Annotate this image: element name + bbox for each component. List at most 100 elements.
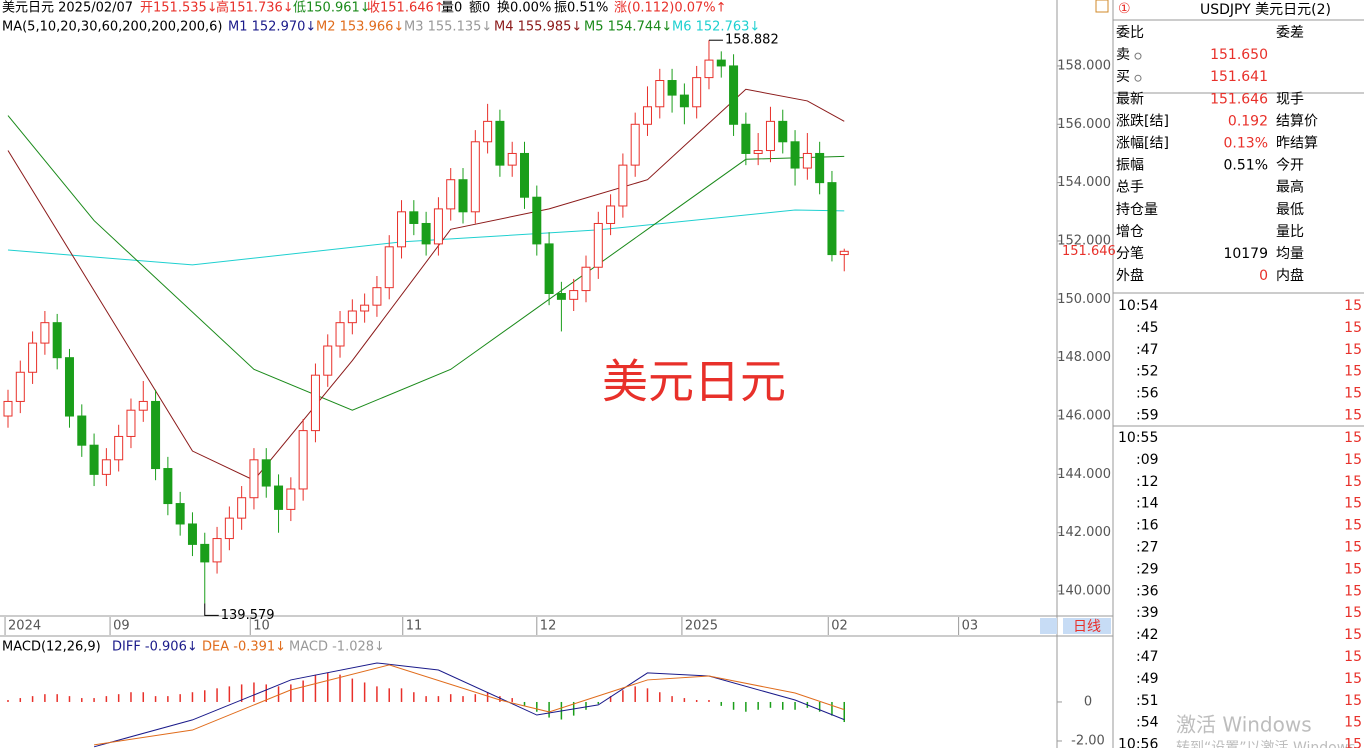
- corner-icon[interactable]: [1095, 0, 1109, 13]
- x-tick-label: 10: [253, 619, 270, 634]
- trade-qty: 15: [1344, 540, 1362, 556]
- x-tick-label: 2025: [685, 619, 718, 634]
- candle-body: [765, 120, 775, 152]
- candle-body: [224, 517, 234, 540]
- candle-body: [3, 400, 13, 417]
- ma-legend: MA(5,10,20,30,60,200,200,200,6): [2, 20, 222, 35]
- candle-body: [89, 444, 99, 475]
- indicator-line: [7, 88, 845, 481]
- trade-qty: 15: [1344, 737, 1362, 748]
- field-label: 昨结算: [1276, 136, 1318, 152]
- x-tick-label: 11: [406, 619, 423, 634]
- candle-body: [753, 150, 763, 154]
- watermark: 美元日元: [602, 355, 786, 409]
- trade-time: :27: [1136, 540, 1159, 556]
- field-value: 10179: [1223, 246, 1268, 262]
- header-item: 额0: [469, 1, 490, 16]
- header-item: 量0: [441, 1, 462, 16]
- candle-body: [618, 164, 628, 207]
- panel-title: USDJPY 美元日元(2): [1200, 2, 1331, 18]
- macd-legend: DEA -0.391↓: [202, 640, 286, 655]
- trade-qty: 15: [1344, 561, 1362, 577]
- trade-time: :14: [1136, 496, 1159, 512]
- period-button[interactable]: [1063, 618, 1111, 634]
- trade-time: :47: [1136, 649, 1159, 665]
- macd-legend: MACD(12,26,9): [2, 640, 101, 655]
- candle-body: [347, 310, 357, 324]
- max-label: 158.882: [725, 33, 779, 48]
- trade-time: :45: [1136, 320, 1159, 336]
- os-notice: 转到“设置”以激活 Windows: [1176, 739, 1355, 748]
- trade-qty: 15: [1344, 408, 1362, 424]
- trade-qty: 15: [1344, 342, 1362, 358]
- trade-qty: 15: [1344, 583, 1362, 599]
- field-label: 最高: [1276, 179, 1304, 196]
- min-marker: [204, 603, 219, 616]
- y-tick-label: 142.000: [1057, 525, 1111, 540]
- candle-body: [384, 246, 394, 289]
- trade-time: :29: [1136, 561, 1159, 577]
- field-label: 量比: [1276, 224, 1304, 240]
- candle-body: [101, 459, 111, 475]
- field-value: 151.641: [1210, 69, 1268, 85]
- candle-body: [655, 80, 665, 108]
- field-label: 最新: [1116, 91, 1144, 107]
- scroll-box[interactable]: [1040, 618, 1057, 634]
- trade-time: :09: [1136, 452, 1159, 468]
- field-label: 今开: [1276, 158, 1304, 174]
- candle-body: [212, 538, 222, 563]
- ma-legend: M4 155.985↓: [494, 20, 582, 35]
- trade-qty: 15: [1344, 364, 1362, 380]
- candle-body: [741, 123, 751, 154]
- candle-body: [200, 543, 210, 563]
- field-label: 持仓量: [1116, 202, 1158, 218]
- y-tick-label: 158.000: [1057, 58, 1111, 73]
- field-label: 买: [1116, 69, 1130, 85]
- candle-body: [298, 430, 308, 490]
- candle-body: [483, 120, 493, 143]
- trade-qty: 15: [1344, 452, 1362, 468]
- indicator-line: [7, 209, 845, 266]
- candle-body: [692, 77, 702, 108]
- trade-time: :42: [1136, 627, 1159, 643]
- y-tick-label: 140.000: [1057, 584, 1111, 599]
- candle-body: [114, 435, 124, 461]
- field-value: 0.192: [1228, 113, 1268, 129]
- header-item: 收151.646↑: [367, 1, 445, 16]
- field-label: 振幅: [1116, 158, 1144, 174]
- ma-legend: M5 154.744↓: [584, 20, 672, 35]
- trade-qty: 15: [1344, 671, 1362, 687]
- trade-time: :49: [1136, 671, 1159, 687]
- info-icon: [1134, 74, 1142, 82]
- y-tick-label: 154.000: [1057, 175, 1111, 190]
- ma-legend: M6 152.763↓: [672, 20, 760, 35]
- candle-body: [372, 287, 382, 306]
- candle-body: [40, 322, 50, 344]
- header-item: 涨(0.112)0.07%↑: [614, 1, 727, 16]
- candle-body: [138, 400, 148, 411]
- x-tick-label: 12: [540, 619, 557, 634]
- trade-time: :54: [1136, 715, 1159, 731]
- field-label: 委差: [1276, 25, 1304, 41]
- candle-body: [77, 415, 87, 446]
- header-item: 振0.51%: [554, 1, 608, 16]
- candle-body: [544, 243, 554, 294]
- candle-body: [310, 374, 320, 432]
- trade-time: :16: [1136, 518, 1159, 534]
- trade-time: :36: [1136, 583, 1159, 599]
- trade-qty: 15: [1344, 518, 1362, 534]
- ma-legend: M2 153.966↓: [316, 20, 404, 35]
- period-label[interactable]: 日线: [1073, 619, 1101, 635]
- candle-body: [495, 120, 505, 166]
- field-label: 内盘: [1276, 267, 1304, 284]
- field-value: 0: [1259, 268, 1268, 284]
- min-label: 139.579: [221, 608, 275, 623]
- x-tick-label: 09: [113, 619, 130, 634]
- header-item: 高151.736↓: [216, 0, 294, 16]
- trade-time: :59: [1136, 408, 1159, 424]
- candle-body: [15, 371, 25, 402]
- candle-body: [433, 208, 443, 245]
- x-tick-label: 2024: [8, 619, 41, 634]
- candle-body: [790, 141, 800, 169]
- trade-qty: 15: [1344, 496, 1362, 512]
